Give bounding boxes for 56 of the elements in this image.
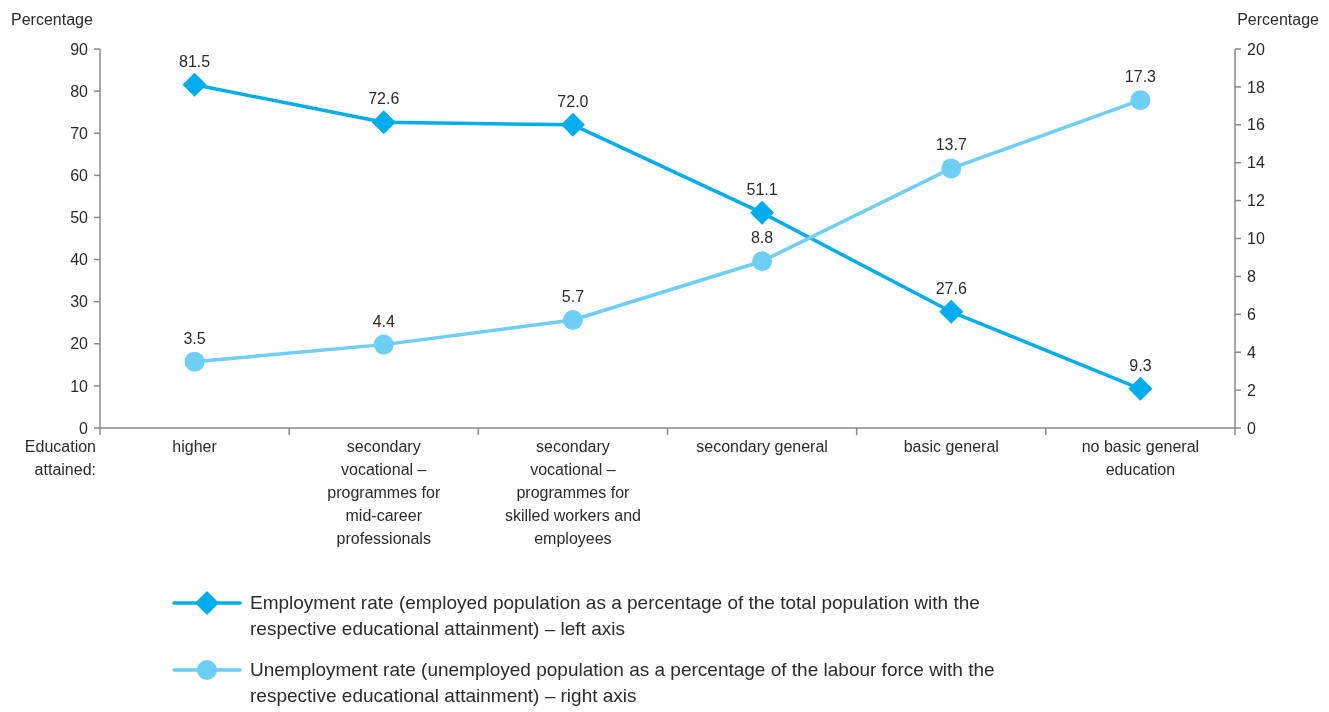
y2-tick-label: 6 bbox=[1247, 305, 1256, 323]
point bbox=[752, 251, 773, 272]
point bbox=[750, 200, 775, 225]
x-tick-label: higher bbox=[172, 438, 218, 455]
data-label: 72.0 bbox=[557, 92, 589, 110]
y2-tick-label: 8 bbox=[1247, 268, 1256, 286]
legend-label: Employment rate (employed population as a percentage of the total population with the respective educational attainment) – left axis bbox=[250, 591, 981, 641]
y-tick-label: 80 bbox=[70, 82, 89, 100]
y2-axis-title: Percentage bbox=[1237, 11, 1320, 28]
x-tick-label: secondary vocational – programmes for skilled workers and employees bbox=[504, 438, 641, 547]
y-tick-label: 30 bbox=[70, 293, 89, 311]
y2-tick-label: 14 bbox=[1247, 154, 1265, 172]
y2-tick-label: 0 bbox=[1247, 419, 1256, 437]
point bbox=[373, 334, 394, 355]
y2-tick-label: 12 bbox=[1247, 192, 1265, 210]
point bbox=[1130, 90, 1151, 111]
y-axis-title: Percentage bbox=[11, 11, 93, 28]
y-tick-label: 20 bbox=[70, 335, 89, 353]
y-tick-label: 50 bbox=[70, 209, 89, 227]
x-tick-label: secondary general bbox=[696, 438, 828, 455]
data-label: 9.3 bbox=[1129, 356, 1152, 374]
data-label: 3.5 bbox=[183, 329, 206, 347]
y2-tick-label: 2 bbox=[1247, 381, 1256, 399]
data-label: 17.3 bbox=[1124, 68, 1157, 86]
y-tick-label: 60 bbox=[70, 167, 89, 185]
point bbox=[939, 299, 964, 324]
data-label: 8.8 bbox=[750, 229, 774, 247]
y-tick-label: 40 bbox=[70, 251, 89, 269]
y-tick-label: 70 bbox=[70, 124, 89, 142]
point bbox=[562, 309, 583, 330]
y2-tick-label: 16 bbox=[1247, 116, 1265, 134]
point bbox=[560, 112, 585, 137]
y2-tick-label: 18 bbox=[1247, 78, 1265, 96]
x-axis-title: Education attained: bbox=[24, 438, 96, 478]
data-label: 72.6 bbox=[368, 90, 400, 108]
data-label: 5.7 bbox=[561, 287, 585, 305]
data-label: 81.5 bbox=[179, 52, 211, 70]
x-tick-label: no basic general education bbox=[1081, 438, 1200, 478]
point bbox=[184, 351, 205, 372]
y-tick-label: 0 bbox=[79, 419, 89, 437]
data-label: 13.7 bbox=[935, 136, 967, 154]
x-tick-label: basic general bbox=[903, 438, 999, 455]
point bbox=[371, 110, 396, 135]
legend-label: Unemployment rate (unemployed population as a percentage of the labour force with the respective educational attainment) – right axis bbox=[250, 658, 996, 708]
data-label: 4.4 bbox=[372, 312, 395, 330]
point bbox=[1128, 376, 1153, 401]
data-label: 51.1 bbox=[746, 180, 778, 198]
y-tick-label: 90 bbox=[70, 40, 89, 58]
point bbox=[941, 158, 962, 179]
x-tick-label: secondary vocational – programmes for mid-career professionals bbox=[327, 438, 441, 547]
y-tick-label: 10 bbox=[70, 377, 89, 395]
data-label: 27.6 bbox=[935, 279, 967, 297]
y2-tick-label: 4 bbox=[1247, 343, 1256, 361]
y2-tick-label: 10 bbox=[1247, 230, 1265, 248]
y2-tick-label: 20 bbox=[1247, 40, 1265, 58]
point bbox=[182, 72, 207, 97]
